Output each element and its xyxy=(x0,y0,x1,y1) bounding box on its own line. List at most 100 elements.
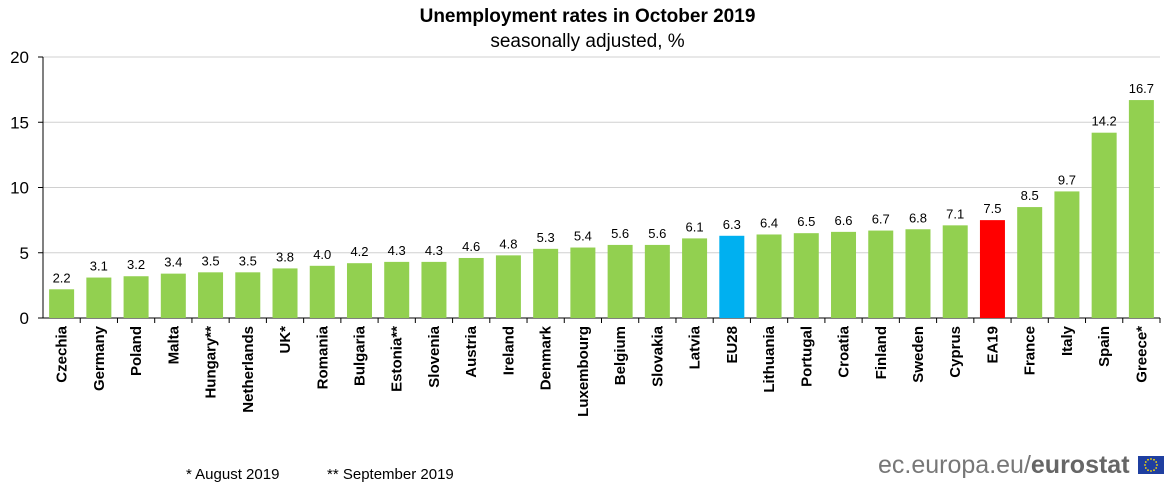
x-tick-label: Belgium xyxy=(612,326,629,385)
data-label: 5.3 xyxy=(537,230,555,245)
star-icon xyxy=(1144,467,1147,469)
data-label: 5.4 xyxy=(574,229,592,244)
bar-luxembourg xyxy=(570,247,596,318)
x-tick-label: Spain xyxy=(1096,326,1113,367)
data-label: 4.6 xyxy=(462,239,480,254)
bar-italy xyxy=(1054,191,1080,318)
bar-uk xyxy=(272,268,298,318)
data-label: 6.4 xyxy=(760,215,778,230)
data-label: 8.5 xyxy=(1021,188,1039,203)
bar-estonia xyxy=(384,261,410,318)
bar-croatia xyxy=(831,231,857,318)
star-icon xyxy=(1147,458,1149,461)
x-tick-label: Portugal xyxy=(798,326,815,387)
data-label: 3.8 xyxy=(276,249,294,264)
source-prefix: ec.europa.eu/ xyxy=(878,451,1031,479)
x-tick-label: Slovakia xyxy=(649,325,666,387)
x-tick-label: Cyprus xyxy=(947,326,964,378)
bar-ireland xyxy=(495,255,521,318)
data-label: 6.5 xyxy=(797,214,815,229)
data-label: 4.3 xyxy=(388,243,406,258)
x-tick-label: Croatia xyxy=(836,325,853,377)
star-icon xyxy=(1156,464,1158,466)
y-tick-label: 15 xyxy=(10,113,29,132)
data-label: 5.6 xyxy=(611,226,629,241)
bar-czechia xyxy=(49,289,75,318)
bar-bulgaria xyxy=(346,263,372,318)
star-icon xyxy=(1144,464,1146,466)
x-tick-label: Denmark xyxy=(538,325,555,390)
x-tick-label: Malta xyxy=(165,325,182,364)
eu-stars xyxy=(1144,458,1158,472)
bar-poland xyxy=(123,276,149,318)
bar-greece xyxy=(1128,100,1154,318)
x-tick-label: Bulgaria xyxy=(351,325,368,386)
data-label: 3.5 xyxy=(239,253,257,268)
bar-france xyxy=(1017,207,1043,318)
x-tick-label: Finland xyxy=(873,326,890,379)
x-tick-label: Romania xyxy=(314,325,331,389)
footnote-august: * August 2019 xyxy=(186,466,280,483)
chart-title: Unemployment rates in October 2019 xyxy=(419,6,756,27)
y-tick-label: 20 xyxy=(10,48,29,67)
star-icon xyxy=(1150,470,1152,472)
x-tick-label: Latvia xyxy=(687,325,704,369)
x-tick-label: Luxembourg xyxy=(575,326,592,417)
data-label: 3.2 xyxy=(127,257,145,272)
source-brand: eurostat xyxy=(1030,451,1130,479)
data-label: 7.5 xyxy=(983,201,1001,216)
data-label: 6.1 xyxy=(686,219,704,234)
chart-subtitle: seasonally adjusted, % xyxy=(490,31,685,52)
star-icon xyxy=(1153,469,1155,472)
data-label: 16.7 xyxy=(1129,81,1154,96)
bar-portugal xyxy=(793,233,819,318)
bar-ea19 xyxy=(979,220,1005,318)
y-tick-label: 10 xyxy=(10,179,29,198)
bar-austria xyxy=(458,257,484,318)
bar-lithuania xyxy=(756,234,782,318)
data-label: 3.1 xyxy=(90,259,108,274)
x-tick-label: Czechia xyxy=(54,325,71,382)
bar-eu28 xyxy=(719,235,745,318)
bar-romania xyxy=(309,265,335,318)
x-tick-label: Italy xyxy=(1059,325,1076,356)
data-label: 4.0 xyxy=(313,247,331,262)
x-tick-label: Netherlands xyxy=(240,326,257,413)
x-tick-label: Hungary** xyxy=(203,326,220,399)
footnote-september: ** September 2019 xyxy=(327,466,454,483)
data-label: 3.5 xyxy=(202,253,220,268)
data-label: 14.2 xyxy=(1091,114,1116,129)
y-tick-label: 5 xyxy=(20,244,29,263)
eu-flag-icon xyxy=(1138,456,1164,474)
star-icon xyxy=(1147,469,1149,472)
source-link[interactable]: ec.europa.eu/eurostat xyxy=(878,451,1130,480)
data-label: 6.8 xyxy=(909,210,927,225)
x-tick-label: EU28 xyxy=(724,326,741,364)
x-tick-label: Greece* xyxy=(1133,326,1150,383)
data-label: 7.1 xyxy=(946,206,964,221)
bar-hungary xyxy=(198,272,224,318)
x-tick-label: Ireland xyxy=(500,326,517,375)
x-tick-label: France xyxy=(1022,326,1039,375)
x-tick-label: Sweden xyxy=(910,326,927,383)
bar-netherlands xyxy=(235,272,261,318)
star-icon xyxy=(1153,458,1155,461)
data-label: 6.3 xyxy=(723,217,741,232)
data-label: 2.2 xyxy=(53,270,71,285)
bar-latvia xyxy=(682,238,708,318)
x-tick-label: Austria xyxy=(463,325,480,377)
x-tick-label: Estonia** xyxy=(389,326,406,392)
bar-slovakia xyxy=(644,244,670,318)
x-tick-label: EA19 xyxy=(984,326,1001,364)
bar-germany xyxy=(86,277,112,318)
x-tick-label: Poland xyxy=(128,326,145,376)
data-label: 5.6 xyxy=(648,226,666,241)
x-tick-label: Germany xyxy=(91,325,108,391)
bar-slovenia xyxy=(421,261,447,318)
data-label: 3.4 xyxy=(164,255,182,270)
data-label: 6.7 xyxy=(872,212,890,227)
bar-malta xyxy=(160,273,186,318)
bar-finland xyxy=(868,230,894,318)
bar-cyprus xyxy=(942,225,968,318)
